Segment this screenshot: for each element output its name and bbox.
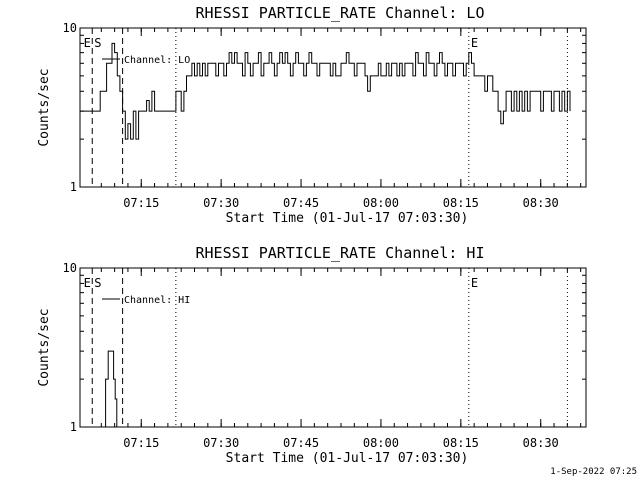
hi-series-line-0 [102,350,118,428]
hi-x-tick-label-1: 07:30 [203,436,239,450]
hi-channel-panel: RHESSI PARTICLE_RATE Channel: HI 1 10 07:15… [37,244,587,466]
lo-x-tick-label-1: 07:30 [203,196,239,210]
lo-x-tick-label-4: 08:15 [443,196,479,210]
hi-marker-label-4: E [471,276,478,290]
lo-marker-label-1: S [94,36,101,50]
hi-x-tick-label-5: 08:30 [523,436,559,450]
creation-timestamp: 1-Sep-2022 07:25 [550,467,637,477]
lo-chart-title: RHESSI PARTICLE_RATE Channel: LO [196,4,485,22]
lo-x-tick-label-2: 07:45 [283,196,319,210]
lo-x-tick-label-5: 08:30 [523,196,559,210]
lo-x-tick-label-0: 07:15 [123,196,159,210]
hi-chart-title: RHESSI PARTICLE_RATE Channel: HI [196,244,485,262]
lo-y-axis-label: Counts/sec [37,68,52,146]
lo-plot-frame [79,27,587,188]
hi-marker-label-1: S [94,276,101,290]
lo-series-line-0 [80,42,571,140]
hi-x-tick-label-3: 08:00 [363,436,399,450]
hi-x-tick-label-2: 07:45 [283,436,319,450]
hi-marker-label-0: E [84,276,91,290]
lo-x-axis-label: Start Time (01-Jul-17 07:03:30) [226,211,469,226]
lo-y-tick-label-0: 1 [70,180,77,194]
lo-channel-panel: RHESSI PARTICLE_RATE Channel: LO 1 10 07:15… [37,4,587,226]
lo-legend-label: Channel: LO [124,55,190,66]
lo-marker-label-4: E [471,36,478,50]
lo-y-tick-label-1: 10 [63,21,77,35]
hi-x-axis-label: Start Time (01-Jul-17 07:03:30) [226,451,469,466]
hi-x-tick-label-4: 08:15 [443,436,479,450]
hi-legend-label: Channel: HI [124,295,190,306]
hi-x-tick-label-0: 07:15 [123,436,159,450]
hi-plot-frame [79,267,587,428]
hi-y-tick-label-1: 10 [63,261,77,275]
lo-x-tick-label-3: 08:00 [363,196,399,210]
hi-y-tick-label-0: 1 [70,420,77,434]
hi-y-axis-label: Counts/sec [37,308,52,386]
lo-marker-label-0: E [84,36,91,50]
